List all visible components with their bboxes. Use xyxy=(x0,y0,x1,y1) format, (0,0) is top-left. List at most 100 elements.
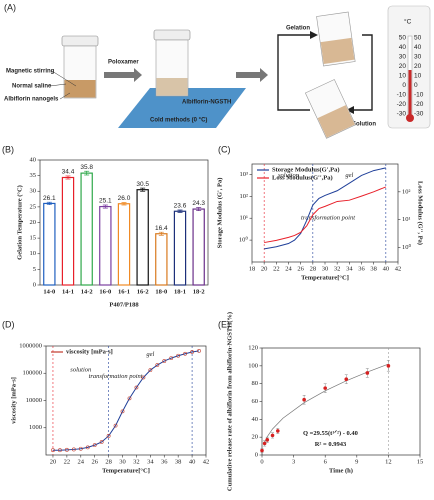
label: Magnetic stirring xyxy=(6,69,55,75)
label: Cold methods (0 °C) xyxy=(150,118,207,124)
x-tick-label: 40 xyxy=(189,458,196,465)
annotation: R² = 0.9943 xyxy=(315,441,347,448)
annotation: gel xyxy=(345,172,353,179)
marker xyxy=(113,423,118,428)
bar xyxy=(99,205,112,286)
marker xyxy=(176,353,181,358)
x-tick-label: 28 xyxy=(105,458,112,465)
y-tick-label: 0 xyxy=(255,451,258,458)
y2-tick-label: 10⁰ xyxy=(402,243,412,251)
point xyxy=(323,386,328,390)
x-tick-label: 34 xyxy=(147,458,154,465)
annotation: gel xyxy=(146,351,154,358)
liquid xyxy=(156,78,188,96)
marker xyxy=(99,440,104,444)
scale-label: -30 xyxy=(397,111,407,118)
x-axis-label: P407/P188 xyxy=(109,301,139,308)
cycle-arrow xyxy=(352,34,373,111)
legend-label: Loss Modulus(G'',Pa) xyxy=(272,174,333,181)
marker xyxy=(134,385,139,390)
bar xyxy=(61,176,75,286)
marker xyxy=(141,375,146,380)
panel-label: (E) xyxy=(218,319,230,329)
label: Albiflorin nanogels xyxy=(4,97,59,103)
x-tick-label: 20 xyxy=(261,265,268,272)
error-bar xyxy=(158,231,164,236)
x-tick-label: 14-0 xyxy=(43,288,55,295)
x-tick-label: 3 xyxy=(292,458,295,465)
y-tick-label: 0 xyxy=(33,281,36,288)
series-line xyxy=(264,167,386,250)
x-tick-label: 24 xyxy=(78,458,85,465)
marker xyxy=(71,447,76,452)
value-label: 16.4 xyxy=(155,225,168,232)
point xyxy=(386,364,391,368)
x-tick-label: 36 xyxy=(161,458,168,465)
error-bar xyxy=(177,209,183,213)
y-tick-label: 40 xyxy=(30,156,37,163)
annotation: transformation point xyxy=(301,214,355,221)
y-axis-label: Storage Modulus (G', Pa) xyxy=(216,178,223,249)
annotation: solution xyxy=(278,172,299,179)
marker xyxy=(92,443,97,448)
point xyxy=(260,448,264,453)
error-bar xyxy=(102,204,108,209)
x-tick-label: 24 xyxy=(285,265,292,272)
scale-label: 40 xyxy=(414,44,422,51)
scale-label: 40 xyxy=(399,44,407,51)
y-tick-label: 1000 xyxy=(29,424,42,431)
x-tick-label: 9 xyxy=(355,458,358,465)
x-tick-label: 30 xyxy=(322,265,329,272)
pointer xyxy=(59,92,71,100)
y-tick-label: 100 xyxy=(248,362,258,369)
point xyxy=(276,429,280,433)
y-tick-label: 10000 xyxy=(26,397,42,404)
panel-label: (D) xyxy=(2,319,15,329)
value-label: 24.3 xyxy=(192,200,205,207)
label: Normal saline xyxy=(12,84,52,90)
x-tick-label: 42 xyxy=(395,265,402,272)
y-tick-label: 100000 xyxy=(23,370,43,377)
y-tick-label: 10² xyxy=(240,193,249,200)
vial-cap xyxy=(61,35,99,47)
y-tick-label: 20 xyxy=(252,434,259,441)
scale-label: 0 xyxy=(414,82,418,89)
scale-label: 50 xyxy=(414,35,422,42)
y2-tick-label: 10¹ xyxy=(402,216,411,223)
y-tick-label: 60 xyxy=(252,398,259,405)
error-bar xyxy=(196,207,202,211)
marker xyxy=(106,434,111,438)
scale-label: -10 xyxy=(397,92,407,99)
value-label: 34.4 xyxy=(62,169,75,176)
bar xyxy=(43,202,56,286)
marker xyxy=(127,396,132,401)
value-label: 30.5 xyxy=(136,181,149,188)
y-tick-label: 1000000 xyxy=(19,342,42,349)
chart: (E) 0 20 40 60 80 100 120 0 3 6 9 12 15 Time (h) Cumula… xyxy=(218,312,423,491)
label: Solution xyxy=(352,122,376,128)
marker xyxy=(64,447,69,452)
pointer xyxy=(49,83,67,87)
x-tick-label: 16-0 xyxy=(99,288,111,295)
x-tick-label: 30 xyxy=(119,458,126,465)
series-line xyxy=(52,350,200,451)
vial-cap xyxy=(153,29,191,41)
marker xyxy=(58,448,62,453)
point xyxy=(262,441,267,446)
x-tick-label: 22 xyxy=(64,458,71,465)
x-axis-label: Temperature[°C] xyxy=(301,274,349,281)
x-tick-label: 32 xyxy=(334,265,341,272)
schematic: (A) Magnetic stirring Normal saline Albi… xyxy=(4,2,431,139)
y-tick-label: 10¹ xyxy=(240,215,249,222)
scale-label: 30 xyxy=(414,54,422,61)
y-tick-label: 120 xyxy=(248,344,258,351)
y-tick-label: 30 xyxy=(30,188,37,195)
x-tick-label: 12 xyxy=(385,458,392,465)
scale-label: -20 xyxy=(397,101,407,108)
mercury xyxy=(408,70,412,116)
annotation: Q =29.55(t¹ᐟ²) - 0.40 xyxy=(303,429,358,437)
arrowhead xyxy=(310,31,318,39)
series-line xyxy=(264,186,387,244)
legend-label: viscosity [mPa·s] xyxy=(66,348,113,355)
